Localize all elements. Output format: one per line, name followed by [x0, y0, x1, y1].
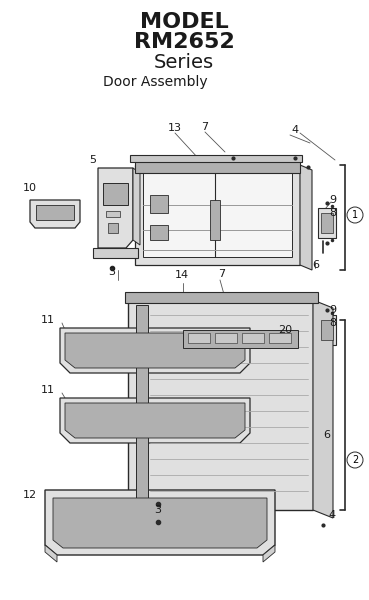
Text: 11: 11	[41, 315, 55, 325]
Text: 5: 5	[90, 155, 97, 165]
Text: Door Assembly: Door Assembly	[103, 75, 207, 89]
Bar	[150, 225, 168, 240]
Polygon shape	[45, 490, 275, 555]
Bar	[150, 195, 168, 213]
Polygon shape	[125, 292, 318, 303]
Text: RM2652: RM2652	[134, 32, 234, 52]
Polygon shape	[65, 333, 245, 368]
Bar	[269, 333, 291, 343]
Polygon shape	[128, 300, 313, 510]
Polygon shape	[318, 208, 336, 238]
Text: 3: 3	[155, 505, 162, 515]
Text: 8: 8	[330, 208, 337, 218]
Bar	[321, 213, 333, 233]
Polygon shape	[65, 403, 245, 438]
Text: 6: 6	[313, 260, 320, 270]
Polygon shape	[143, 173, 292, 257]
Polygon shape	[135, 165, 300, 265]
Text: Series: Series	[154, 53, 214, 73]
Polygon shape	[130, 155, 302, 162]
Text: 8: 8	[330, 318, 337, 328]
Polygon shape	[93, 248, 138, 258]
Text: MODEL: MODEL	[139, 12, 228, 32]
Polygon shape	[300, 165, 312, 270]
Text: 6: 6	[324, 430, 331, 440]
Circle shape	[347, 207, 363, 223]
Bar	[103, 183, 128, 205]
Text: 2: 2	[352, 455, 358, 465]
Text: 1: 1	[352, 210, 358, 220]
Circle shape	[347, 452, 363, 468]
Polygon shape	[60, 328, 250, 373]
Polygon shape	[60, 398, 250, 443]
Text: 1: 1	[352, 210, 359, 220]
Polygon shape	[98, 168, 133, 248]
Polygon shape	[318, 315, 336, 345]
Polygon shape	[313, 300, 333, 518]
Bar	[188, 333, 210, 343]
Text: 4: 4	[292, 125, 299, 135]
Text: 7: 7	[201, 122, 208, 132]
Bar	[210, 200, 220, 240]
Text: 2: 2	[351, 455, 359, 465]
Bar	[183, 330, 298, 348]
Polygon shape	[263, 545, 275, 562]
Text: 7: 7	[218, 269, 225, 279]
Text: 10: 10	[23, 183, 37, 193]
Text: 3: 3	[108, 267, 115, 277]
Text: 13: 13	[168, 123, 182, 133]
Bar	[242, 333, 264, 343]
Text: 14: 14	[175, 270, 189, 280]
Polygon shape	[36, 205, 74, 220]
Polygon shape	[133, 168, 140, 245]
Polygon shape	[135, 160, 300, 173]
Bar	[106, 211, 120, 217]
Text: 12: 12	[23, 490, 37, 500]
Bar	[108, 223, 118, 233]
Bar	[321, 320, 333, 340]
Text: 9: 9	[330, 195, 337, 205]
Polygon shape	[45, 545, 57, 562]
Polygon shape	[30, 200, 80, 228]
Text: 20: 20	[278, 325, 292, 335]
Text: 11: 11	[41, 385, 55, 395]
Text: 9: 9	[330, 305, 337, 315]
Text: 4: 4	[328, 510, 335, 520]
Polygon shape	[53, 498, 267, 548]
Bar	[136, 305, 148, 505]
Bar	[215, 333, 237, 343]
